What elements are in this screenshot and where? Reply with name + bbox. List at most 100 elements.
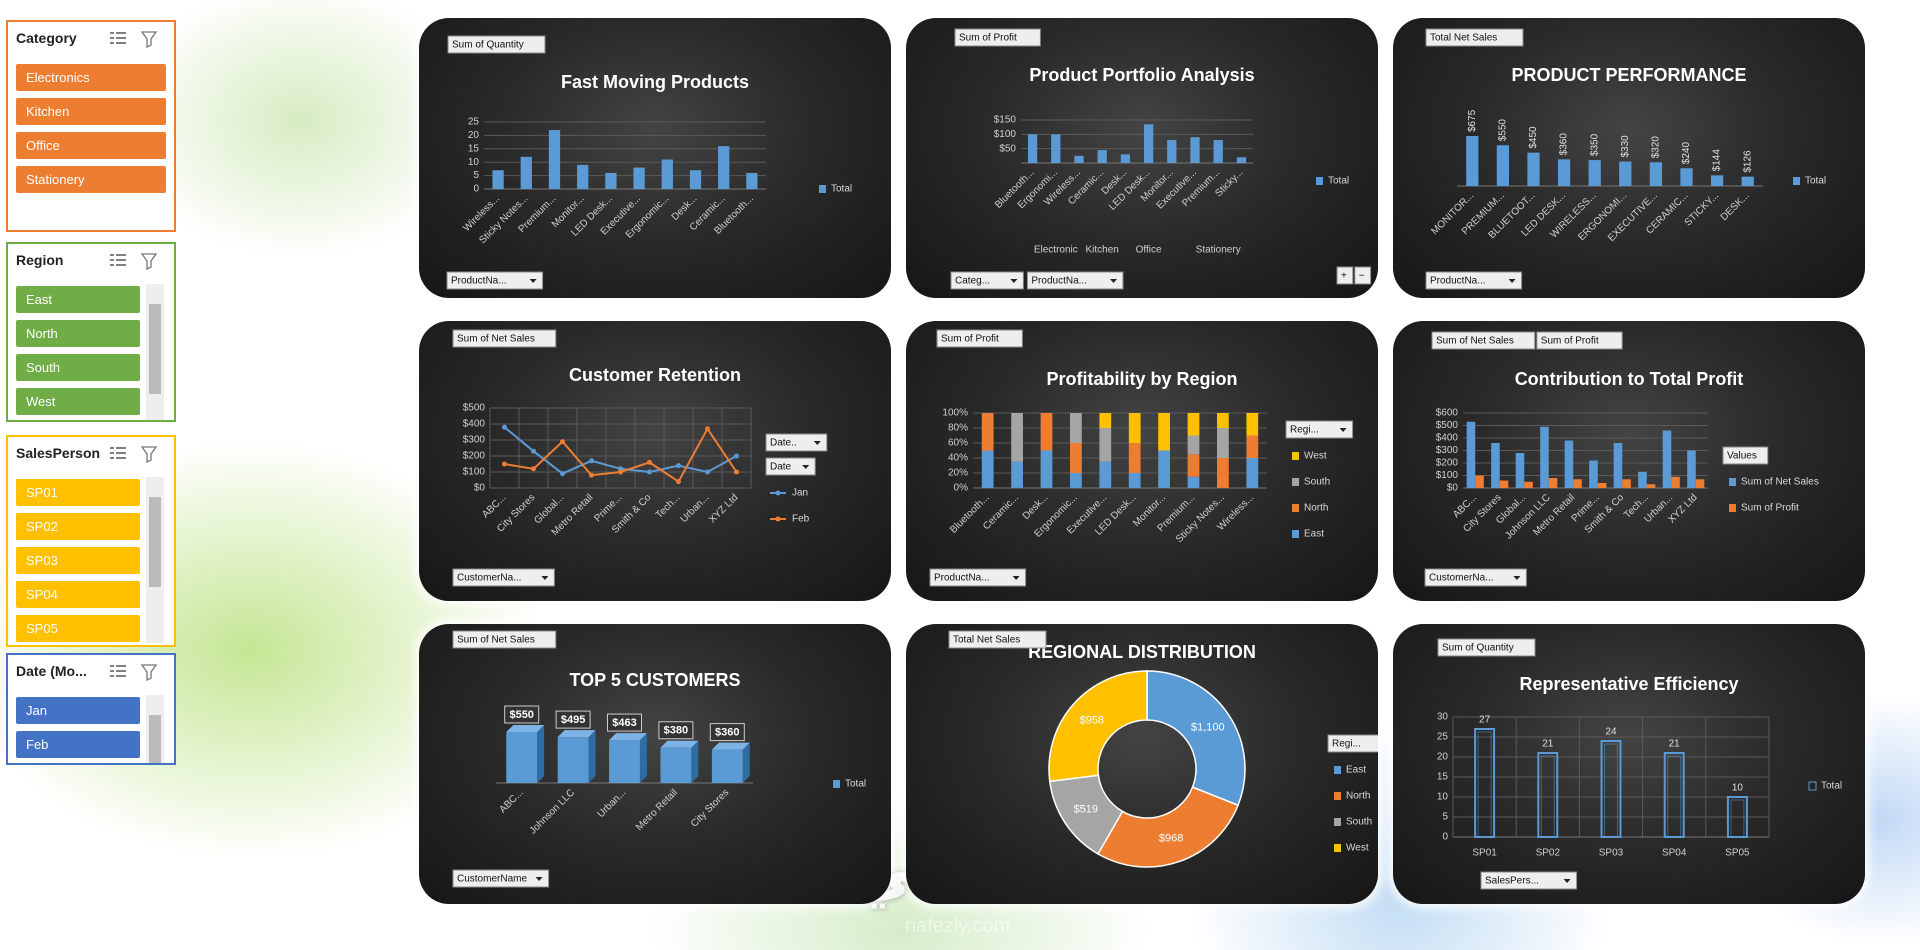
slicer-item[interactable]: South [16, 354, 140, 381]
field-button[interactable] [948, 630, 1047, 649]
field-button[interactable] [1424, 568, 1527, 587]
button-label[interactable]: Values [1727, 451, 1757, 462]
slicer-item[interactable]: SP04 [16, 581, 140, 608]
slicer-item[interactable]: Office [16, 132, 166, 159]
button-label[interactable]: Sum of Net Sales [457, 635, 535, 646]
button-label[interactable]: Sum of Profit [959, 33, 1017, 44]
dropdown-arrow[interactable] [535, 877, 543, 881]
button-label[interactable]: CustomerName [457, 874, 527, 885]
slicer-item[interactable]: SP01 [16, 479, 140, 506]
dropdown-arrow[interactable] [1010, 279, 1018, 283]
slicer-item[interactable]: Stationery [16, 166, 166, 193]
button-label[interactable]: Date [770, 462, 792, 473]
field-button[interactable] [1425, 28, 1524, 47]
slicer-item[interactable]: North [16, 320, 140, 347]
field-button[interactable] [1480, 871, 1578, 890]
field-button[interactable] [765, 433, 828, 452]
field-button[interactable] [1285, 420, 1354, 439]
field-button[interactable] [1354, 266, 1372, 285]
field-button[interactable] [1327, 734, 1378, 753]
dropdown-arrow[interactable] [1508, 279, 1516, 283]
button-label[interactable]: ProductNa... [1430, 276, 1486, 287]
field-button[interactable] [1026, 271, 1124, 290]
button-label[interactable]: ProductNa... [934, 573, 990, 584]
multi-select-icon[interactable] [110, 254, 126, 266]
clear-filter-icon[interactable] [140, 31, 158, 48]
field-button[interactable] [1536, 331, 1623, 350]
dropdown-arrow[interactable] [1110, 279, 1117, 283]
button-label[interactable]: Total Net Sales [1430, 33, 1497, 44]
slicer-icons[interactable] [108, 661, 168, 681]
multi-select-icon[interactable] [110, 447, 126, 459]
field-button[interactable] [954, 28, 1041, 47]
field-button[interactable] [950, 271, 1024, 290]
scrollbar-thumb[interactable] [149, 715, 161, 763]
button-label[interactable]: Total Net Sales [953, 635, 1020, 646]
button-label[interactable]: Date.. [770, 438, 797, 449]
button-label[interactable]: Categ... [955, 276, 990, 287]
scrollbar-thumb[interactable] [149, 497, 161, 587]
dropdown-arrow[interactable] [802, 465, 810, 469]
slicer-item[interactable]: SP05 [16, 615, 140, 642]
button-label[interactable]: − [1359, 271, 1365, 282]
field-button[interactable] [452, 869, 550, 888]
slicer-item[interactable]: Electronics [16, 64, 166, 91]
slicer-item[interactable]: SP02 [16, 513, 140, 540]
slicer-icons[interactable] [108, 443, 168, 463]
field-button[interactable] [447, 35, 546, 54]
button-label[interactable]: Regi... [1332, 739, 1361, 750]
field-button[interactable] [929, 568, 1027, 587]
dropdown-arrow[interactable] [813, 441, 821, 445]
button-label[interactable]: ProductNa... [1031, 276, 1087, 287]
button-label[interactable]: + [1341, 271, 1347, 282]
slicer-icons[interactable] [108, 250, 168, 270]
clear-filter-icon[interactable] [140, 664, 158, 681]
scrollbar-thumb[interactable] [149, 304, 161, 394]
chart: Representative Efficiency 0 5 10 15 20 25 30 27 2… [1437, 638, 1842, 890]
slicer-item[interactable]: Kitchen [16, 98, 166, 125]
dropdown-arrow[interactable] [1339, 428, 1347, 432]
dropdown-arrow[interactable] [541, 576, 549, 580]
button-label[interactable]: Sum of Profit [1541, 336, 1599, 347]
button-label[interactable]: CustomerNa... [1429, 573, 1493, 584]
bar [1499, 480, 1509, 488]
slicer-item[interactable]: SP03 [16, 547, 140, 574]
slicer-item[interactable]: East [16, 286, 140, 313]
field-button[interactable] [1425, 271, 1523, 290]
dropdown-arrow[interactable] [1012, 576, 1020, 580]
field-button[interactable] [765, 457, 816, 476]
bar [1040, 413, 1053, 451]
button-label[interactable]: Sum of Profit [941, 334, 999, 345]
button-label[interactable]: CustomerNa... [457, 573, 521, 584]
slicer-item[interactable]: Feb [16, 731, 140, 758]
clear-filter-icon[interactable] [140, 446, 158, 463]
button-label[interactable]: Sum of Net Sales [1436, 336, 1514, 347]
button-label[interactable]: ProductNa... [451, 276, 507, 287]
field-button[interactable] [1336, 266, 1354, 285]
slicer-icons[interactable] [108, 28, 168, 48]
y-tick-label: $200 [463, 451, 486, 462]
bar [1099, 428, 1112, 462]
bar-top [557, 730, 596, 738]
button-label[interactable]: SalesPers... [1485, 876, 1539, 887]
field-button[interactable] [936, 329, 1023, 348]
field-button[interactable] [452, 329, 557, 348]
field-button[interactable] [452, 630, 557, 649]
field-button[interactable] [452, 568, 555, 587]
field-button[interactable] [1437, 638, 1536, 657]
button-label[interactable]: Regi... [1290, 425, 1319, 436]
field-button[interactable] [446, 271, 544, 290]
button-label[interactable]: Sum of Quantity [1442, 643, 1514, 654]
multi-select-icon[interactable] [110, 32, 126, 44]
field-button[interactable] [1431, 331, 1536, 350]
button-label[interactable]: Sum of Quantity [452, 40, 524, 51]
clear-filter-icon[interactable] [140, 253, 158, 270]
dropdown-arrow[interactable] [529, 279, 537, 283]
button-label[interactable]: Sum of Net Sales [457, 334, 535, 345]
field-button[interactable] [1722, 446, 1769, 465]
dropdown-arrow[interactable] [1513, 576, 1521, 580]
slicer-item[interactable]: West [16, 388, 140, 415]
multi-select-icon[interactable] [110, 665, 126, 677]
slicer-item[interactable]: Jan [16, 697, 140, 724]
dropdown-arrow[interactable] [1563, 879, 1571, 883]
